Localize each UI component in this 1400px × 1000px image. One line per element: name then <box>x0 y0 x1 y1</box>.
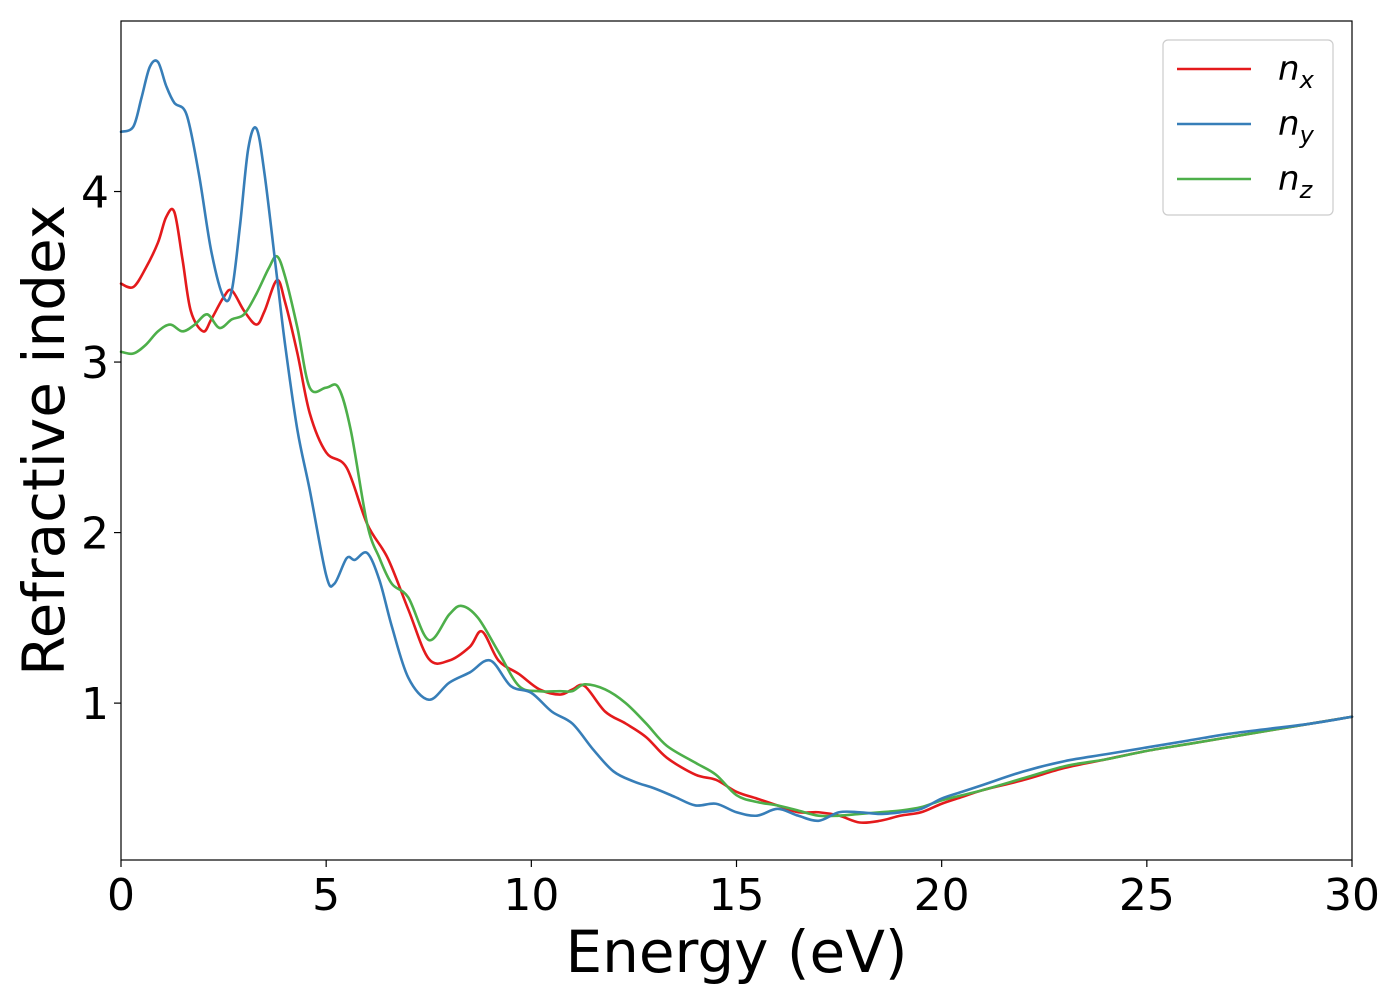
y-tick-label: 1 <box>81 679 109 730</box>
x-axis-ticks: 0 5 10 15 20 25 30 <box>107 860 1380 921</box>
y-tick-label: 4 <box>81 168 109 219</box>
series-layer <box>119 59 1354 825</box>
series-line-n-z <box>119 254 1354 818</box>
legend-label-n-x: nx <box>1278 49 1315 94</box>
legend: nx ny nz <box>1162 39 1334 216</box>
x-tick-label: 25 <box>1119 870 1175 921</box>
x-tick-label: 20 <box>914 870 970 921</box>
y-tick-label: 3 <box>81 338 109 389</box>
x-tick-label: 30 <box>1324 870 1380 921</box>
legend-label-n-y: ny <box>1278 104 1315 149</box>
series-line-n-y <box>119 59 1354 823</box>
x-tick-label: 5 <box>312 870 340 921</box>
y-tick-label: 2 <box>81 509 109 560</box>
x-tick-label: 0 <box>107 870 135 921</box>
x-tick-label: 15 <box>709 870 765 921</box>
x-tick-label: 10 <box>503 870 559 921</box>
y-axis-ticks: 1 2 3 4 <box>81 168 121 730</box>
legend-box <box>1162 39 1334 216</box>
y-axis-label: Refractive index <box>10 205 78 676</box>
legend-label-n-z: nz <box>1278 159 1314 204</box>
x-axis-label: Energy (eV) <box>565 918 907 986</box>
